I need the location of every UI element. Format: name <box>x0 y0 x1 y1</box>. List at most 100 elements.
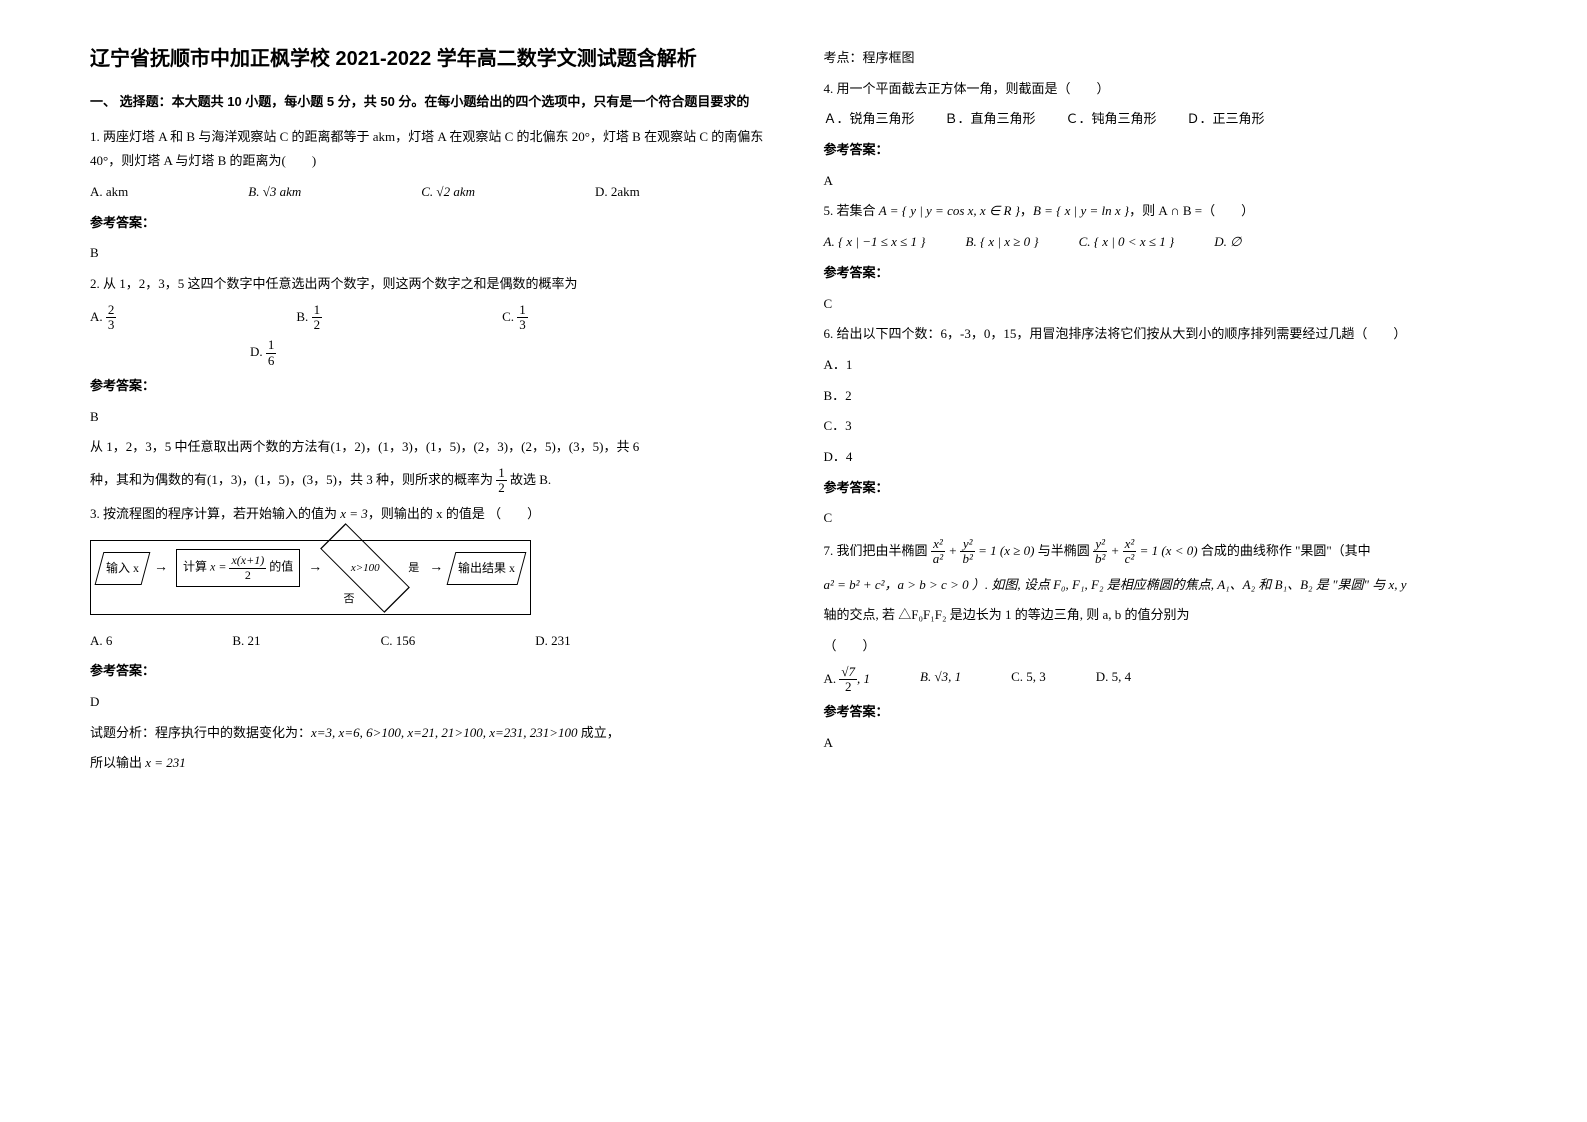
q5-opt-d: D. ∅ <box>1214 230 1241 255</box>
q7-stem-b: 与半椭圆 <box>1038 543 1093 558</box>
q4-stem: 4. 用一个平面截去正方体一角，则截面是（ ） <box>824 77 1498 102</box>
q2-d-num: 1 <box>266 338 277 353</box>
q3-answer: D <box>90 690 764 715</box>
q3-answer-label: 参考答案： <box>90 659 764 684</box>
q1-opt-b: B. √3 akm <box>248 180 301 205</box>
q2-b-den: 2 <box>312 318 323 332</box>
q7-opt-d: D. 5, 4 <box>1096 665 1131 695</box>
q7-answer-label: 参考答案： <box>824 700 1498 725</box>
fc-output: 输出结果 x <box>447 552 527 585</box>
q7-stem-a: 7. 我们把由半椭圆 <box>824 543 931 558</box>
q3-options: A. 6 B. 21 C. 156 D. 231 <box>90 629 764 654</box>
q7-opt-c: C. 5, 3 <box>1011 665 1046 695</box>
q5-stem: 5. 若集合 A = { y | y = cos x, x ∈ R }，B = … <box>824 199 1498 224</box>
q2-c-label: C. <box>502 309 514 324</box>
q6-opt-b: B．2 <box>824 384 1498 409</box>
q6-opt-d: D．4 <box>824 445 1498 470</box>
q3-explain1: 试题分析：程序执行中的数据变化为：x=3, x=6, 6>100, x=21, … <box>90 721 764 746</box>
q7-opt-b: B. √3, 1 <box>920 665 961 695</box>
q3-opt-c: C. 156 <box>381 629 416 654</box>
q3-exp-b: 成立， <box>578 725 620 740</box>
q3-exp2-a: 所以输出 <box>90 755 145 770</box>
q5-stem-a: 5. 若集合 <box>824 203 879 218</box>
q3-explain2: 所以输出 x = 231 <box>90 751 764 776</box>
right-column: 考点：程序框图 4. 用一个平面截去正方体一角，则截面是（ ） Ａ．锐角三角形 … <box>794 40 1528 1082</box>
fc-frac-d: 2 <box>229 569 266 582</box>
q5-opt-c: C. { x | 0 < x ≤ 1 } <box>1079 230 1175 255</box>
q4-opt-b: Ｂ．直角三角形 <box>945 107 1036 132</box>
q3-opt-b: B. 21 <box>232 629 260 654</box>
q2-options-row1: A. 23 B. 12 C. 13 <box>90 303 764 333</box>
q1-opt-a: A. akm <box>90 180 128 205</box>
q2-exp-den: 2 <box>496 481 507 495</box>
q7-e1bd: b² <box>960 552 974 566</box>
q7-a-den: 2 <box>839 680 857 694</box>
q5-opt-a: A. { x | −1 ≤ x ≤ 1 } <box>824 230 926 255</box>
q1-answer: B <box>90 241 764 266</box>
q4-answer: A <box>824 169 1498 194</box>
fc-calc-a: 计算 <box>183 560 210 574</box>
q7-a-label: A. <box>824 670 840 685</box>
q2-answer-label: 参考答案： <box>90 374 764 399</box>
q2-explain1: 从 1，2，3，5 中任意取出两个数的方法有(1，2)，(1，3)，(1，5)，… <box>90 435 764 460</box>
q5-stem-b: ，则 A ∩ B =（ ） <box>1129 203 1254 218</box>
fc-frac-n: x(x+1) <box>229 554 266 568</box>
q7-line1: 7. 我们把由半椭圆 x²a² + y²b² = 1 (x ≥ 0) 与半椭圆 … <box>824 537 1498 567</box>
q2-explain2: 种，其和为偶数的有(1，3)，(1，5)，(3，5)，共 3 种，则所求的概率为… <box>90 466 764 496</box>
fc-yes: 是 <box>408 558 419 579</box>
q7-stem-c: 合成的曲线称作 "果圆"（其中 <box>1201 543 1371 558</box>
q2-explain2b: 故选 B. <box>510 472 551 487</box>
q3-kaodian: 考点：程序框图 <box>824 46 1498 71</box>
q2-b-num: 1 <box>312 303 323 318</box>
fc-out-text: 输出结果 x <box>458 561 515 575</box>
q2-exp-num: 1 <box>496 466 507 481</box>
q7-e2bn: x² <box>1123 537 1137 552</box>
q6-stem: 6. 给出以下四个数：6，-3，0，15，用冒泡排序法将它们按从大到小的顺序排列… <box>824 322 1498 347</box>
q5-answer: C <box>824 292 1498 317</box>
q6-opt-c: C．3 <box>824 414 1498 439</box>
q2-opt-c: C. 13 <box>502 303 528 333</box>
q7-e1c: = 1 (x ≥ 0) <box>978 543 1034 558</box>
q2-a-num: 2 <box>106 303 117 318</box>
fc-calc-b: 的值 <box>269 560 293 574</box>
q7-e2c: = 1 (x < 0) <box>1140 543 1198 558</box>
arrow-icon <box>152 555 170 582</box>
q3-exp-math: x=3, x=6, 6>100, x=21, 21>100, x=231, 23… <box>311 725 578 740</box>
q2-options-row2: D. 16 <box>90 338 764 368</box>
q7-line2: a² = b² + c²，a > b > c > 0 ）. 如图, 设点 F₀,… <box>824 573 1498 598</box>
q3-flowchart: 输入 x 计算 x = x(x+1)2 的值 x>100 是 输出结果 x 否 <box>90 540 531 614</box>
fc-cond-text: x>100 <box>351 558 380 579</box>
q5-setB: B = { x | y = ln x } <box>1033 203 1129 218</box>
q2-opt-a: A. 23 <box>90 303 116 333</box>
q7-e1ad: a² <box>931 552 945 566</box>
q2-a-den: 3 <box>106 318 117 332</box>
q2-answer: B <box>90 405 764 430</box>
q4-options: Ａ．锐角三角形 Ｂ．直角三角形 Ｃ．钝角三角形 Ｄ．正三角形 <box>824 107 1498 132</box>
q3-exp-a: 试题分析：程序执行中的数据变化为： <box>90 725 311 740</box>
q2-b-label: B. <box>296 309 308 324</box>
q2-opt-b: B. 12 <box>296 303 322 333</box>
q7-e2bd: c² <box>1123 552 1137 566</box>
fc-input: 输入 x <box>95 552 151 585</box>
doc-title: 辽宁省抚顺市中加正枫学校 2021-2022 学年高二数学文测试题含解析 <box>90 40 764 78</box>
q7-plus1: + <box>948 543 960 558</box>
q3-opt-a: A. 6 <box>90 629 112 654</box>
q7-plus2: + <box>1111 543 1123 558</box>
q2-opt-d: D. 16 <box>250 338 276 368</box>
q2-explain2a: 种，其和为偶数的有(1，3)，(1，5)，(3，5)，共 3 种，则所求的概率为 <box>90 472 493 487</box>
q2-d-den: 6 <box>266 354 277 368</box>
q7-opt-a: A. √72, 1 <box>824 665 871 695</box>
q1-options: A. akm B. √3 akm C. √2 akm D. 2akm <box>90 180 764 205</box>
q1-stem: 1. 两座灯塔 A 和 B 与海洋观察站 C 的距离都等于 akm，灯塔 A 在… <box>90 125 764 174</box>
q1-answer-label: 参考答案： <box>90 211 764 236</box>
q1-opt-c: C. √2 akm <box>421 180 475 205</box>
q3-stem: 3. 按流程图的程序计算，若开始输入的值为 x = 3，则输出的 x 的值是 （… <box>90 502 764 527</box>
q7-e1an: x² <box>931 537 945 552</box>
q2-d-label: D. <box>250 344 263 359</box>
q3-opt-d: D. 231 <box>535 629 570 654</box>
q3-stem-a: 3. 按流程图的程序计算，若开始输入的值为 <box>90 506 340 521</box>
q7-a-tail: , 1 <box>857 670 870 685</box>
q4-answer-label: 参考答案： <box>824 138 1498 163</box>
fc-cond: x>100 <box>330 550 400 586</box>
fc-in-text: 输入 x <box>106 561 139 575</box>
